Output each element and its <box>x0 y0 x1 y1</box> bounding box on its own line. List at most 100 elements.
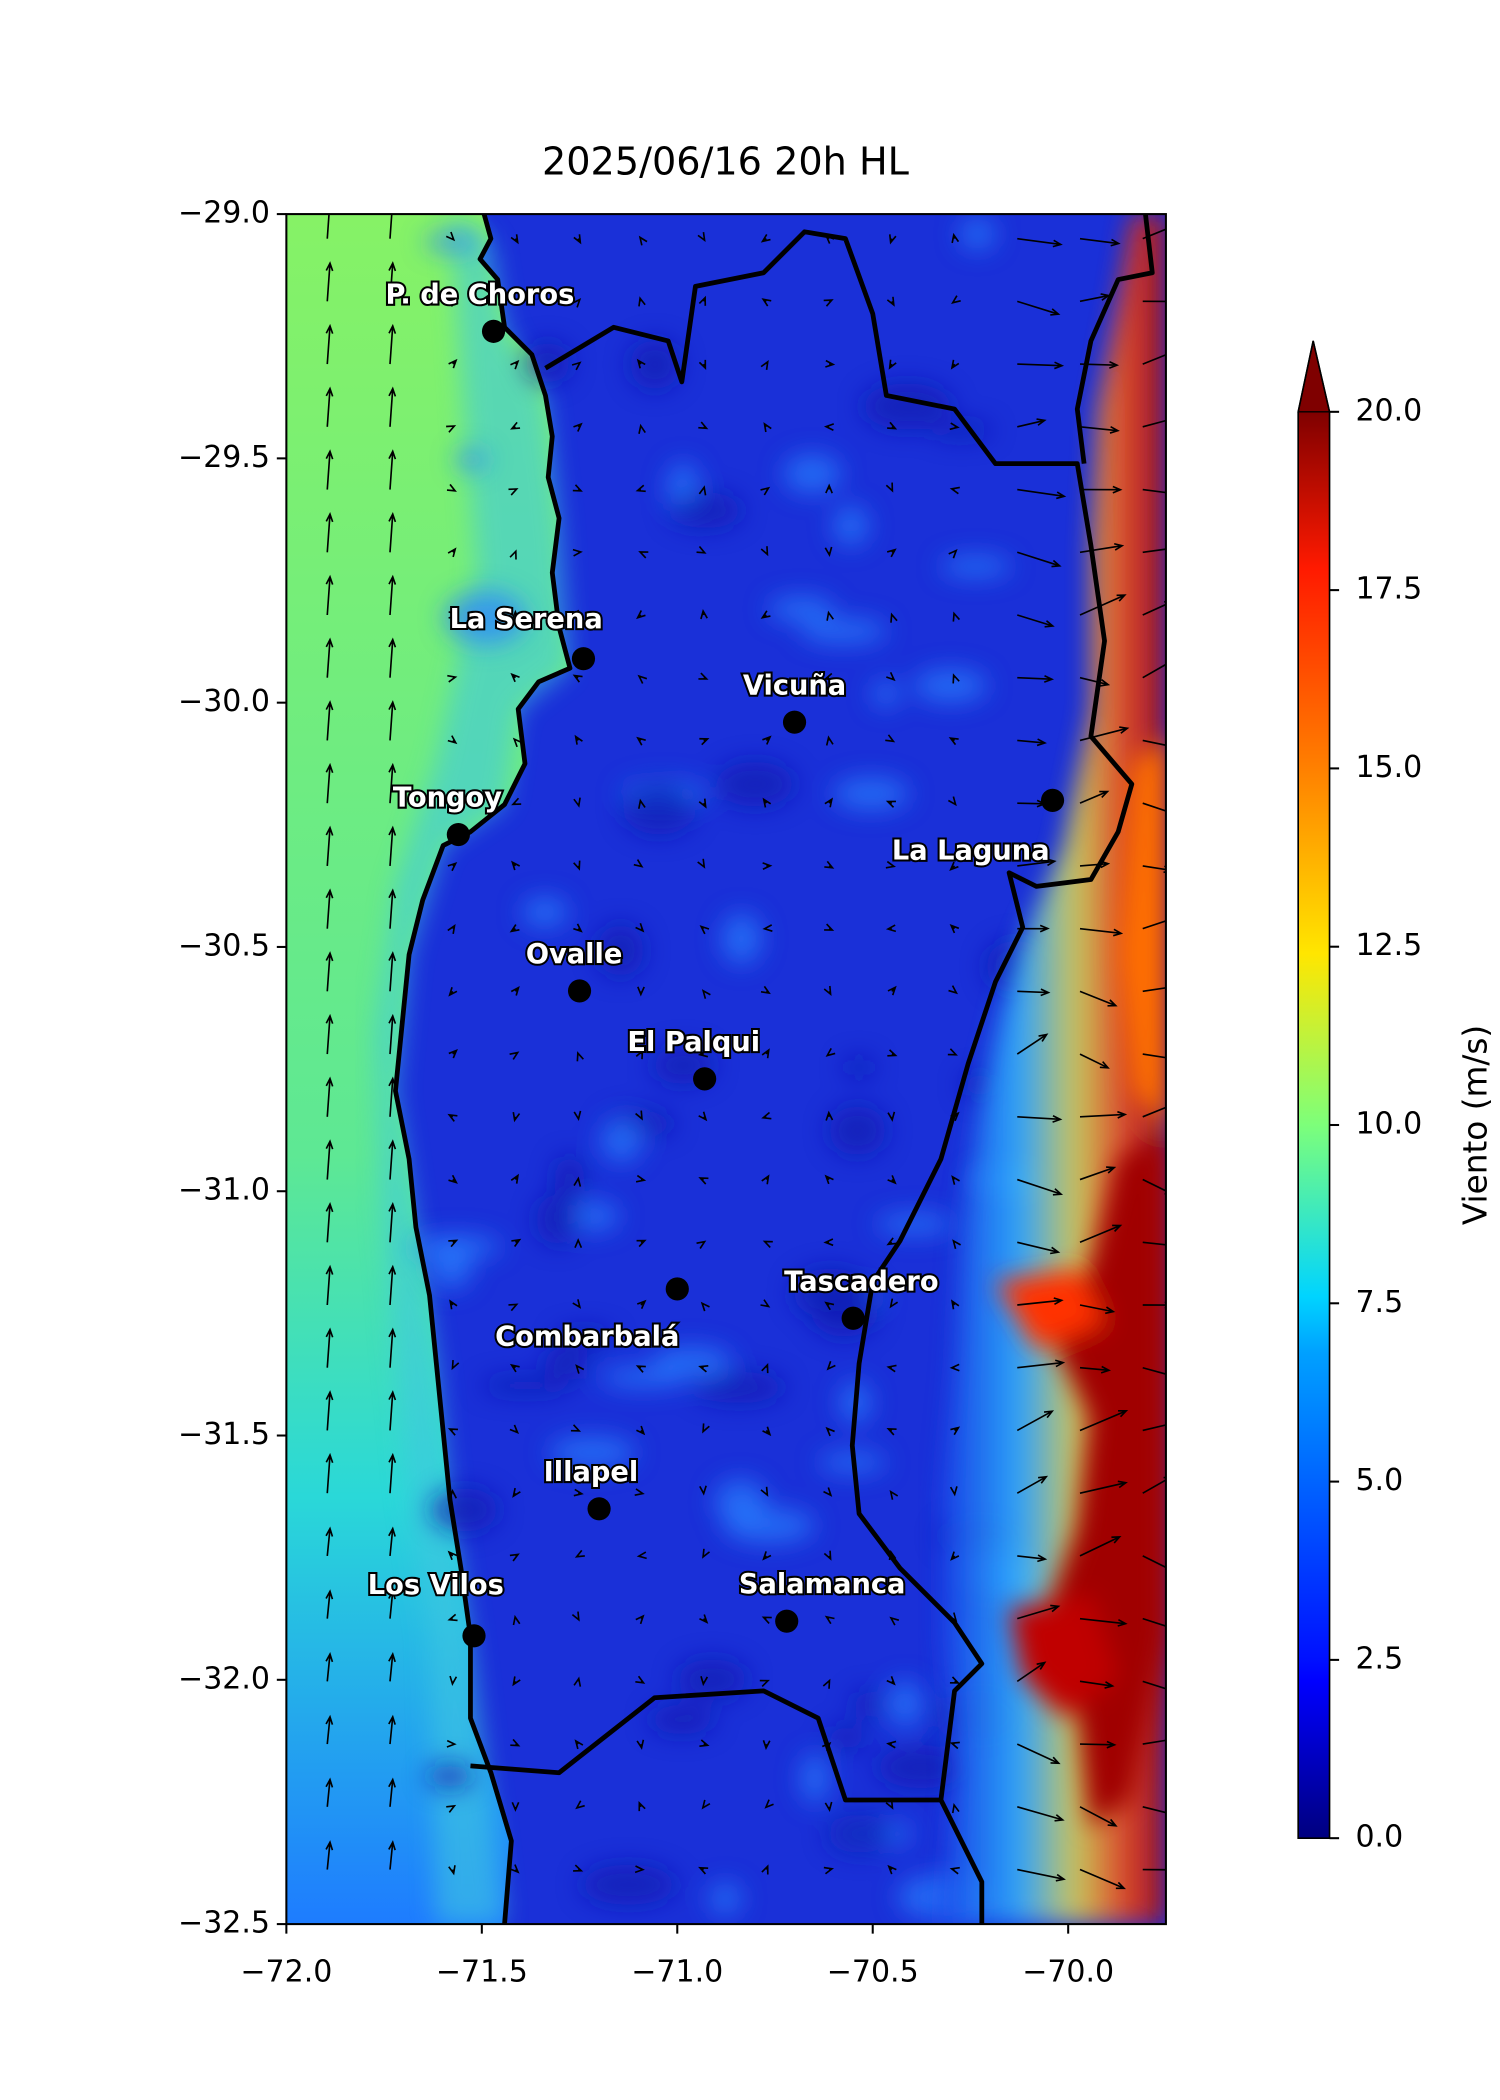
city-label: La Serena <box>450 604 603 635</box>
wind-arrow <box>761 1616 772 1624</box>
wind-arrow <box>948 737 959 746</box>
wind-arrow <box>888 234 897 245</box>
wind-arrow <box>824 860 835 869</box>
wind-arrow <box>764 1799 774 1809</box>
wind-arrow <box>823 1866 835 1875</box>
wind-arrow <box>826 1360 836 1371</box>
speed-blob <box>548 1436 636 1469</box>
speed-blob <box>443 591 527 645</box>
wind-arrow <box>952 611 961 622</box>
wind-arrow <box>760 234 771 243</box>
wind-arrow <box>886 1427 897 1436</box>
wind-arrow <box>762 1426 772 1437</box>
wind-arrow <box>512 1111 521 1123</box>
y-tick-label: −32.5 <box>178 1906 270 1941</box>
wind-arrow <box>761 298 772 307</box>
wind-arrow <box>1017 1868 1066 1882</box>
wind-arrow <box>698 421 709 430</box>
wind-arrow <box>448 986 458 997</box>
speed-blob <box>887 1679 923 1728</box>
wind-arrow <box>1016 1475 1049 1494</box>
wind-arrow <box>447 798 456 809</box>
wind-arrow <box>573 1676 582 1687</box>
wind-arrow <box>948 548 958 559</box>
wind-arrow <box>325 951 334 992</box>
colorbar <box>1298 411 1330 1839</box>
wind-arrow <box>699 1739 710 1747</box>
wind-arrow <box>447 1550 457 1561</box>
wind-arrow <box>445 231 456 242</box>
wind-arrow <box>509 1051 520 1060</box>
wind-arrow <box>1017 674 1055 683</box>
wind-arrow <box>325 1651 334 1682</box>
wind-arrow <box>762 1240 773 1249</box>
wind-arrow <box>698 359 707 370</box>
plot-frame <box>285 213 1167 1926</box>
wind-arrow <box>886 1364 897 1373</box>
wind-arrow <box>949 422 960 431</box>
wind-arrow <box>1079 1740 1117 1749</box>
speed-blob <box>521 897 569 928</box>
wind-arrow <box>636 736 646 746</box>
speed-blob <box>721 913 762 965</box>
wind-arrow <box>1017 858 1057 867</box>
wind-arrow <box>701 1799 711 1810</box>
colorbar-tick-label: 7.5 <box>1355 1285 1403 1320</box>
speed-blob <box>827 1814 892 1854</box>
wind-arrow <box>823 1487 833 1497</box>
wind-arrow <box>449 1299 458 1310</box>
wind-arrow <box>572 484 583 492</box>
city-label: La Laguna <box>892 836 1050 867</box>
wind-arrow <box>697 1049 709 1058</box>
wind-arrow <box>388 1013 397 1055</box>
y-tick-label: −29.0 <box>178 196 270 231</box>
wind-arrow <box>325 888 334 929</box>
city-label: P. de Choros <box>385 279 574 310</box>
wind-arrow <box>447 547 457 558</box>
wind-arrow <box>887 985 897 996</box>
colorbar-tick-label: 2.5 <box>1355 1641 1403 1676</box>
wind-arrow <box>325 1589 334 1619</box>
wind-arrow <box>1017 1241 1061 1255</box>
wind-arrow <box>886 671 896 682</box>
wind-arrow <box>388 261 397 302</box>
wind-arrow <box>696 1240 707 1249</box>
colorbar-tick-label: 10.0 <box>1355 1107 1422 1142</box>
y-tick-label: −31.0 <box>178 1173 270 1208</box>
wind-arrow <box>325 1076 334 1117</box>
wind-arrow <box>635 1174 647 1183</box>
wind-arrow <box>388 1201 397 1243</box>
speed-blob <box>852 1690 884 1718</box>
wind-arrow <box>825 735 834 746</box>
wind-arrow <box>512 1676 521 1687</box>
speed-blob <box>676 1659 748 1700</box>
wind-arrow <box>1142 1366 1166 1375</box>
city-label: Los Vilos <box>368 1570 504 1601</box>
colorbar-label: Viento (m/s) <box>1456 1025 1494 1225</box>
wind-arrow <box>885 734 896 743</box>
wind-arrow <box>702 1423 710 1434</box>
boundaries <box>393 214 1155 1925</box>
wind-arrow <box>388 825 397 866</box>
speed-blob <box>649 1704 715 1735</box>
wind-arrow <box>760 360 769 371</box>
wind-arrow <box>1079 1680 1115 1689</box>
wind-arrow <box>1079 1110 1128 1119</box>
wind-arrow <box>824 1301 835 1311</box>
wind-arrow <box>447 862 458 872</box>
wind-arrow <box>1079 237 1121 247</box>
city-label: El Palqui <box>627 1027 760 1058</box>
wind-arrow <box>449 1675 458 1686</box>
y-tick-label: −30.5 <box>178 928 270 963</box>
wind-arrow <box>947 796 957 807</box>
speed-blob <box>714 1479 767 1525</box>
wind-arrow <box>389 214 393 239</box>
wind-arrow <box>1079 927 1124 937</box>
wind-arrow <box>1142 1178 1166 1195</box>
wind-arrow <box>325 386 334 427</box>
wind-arrow <box>822 1678 831 1689</box>
wind-arrow <box>509 1553 520 1562</box>
wind-arrow <box>1079 1806 1118 1827</box>
